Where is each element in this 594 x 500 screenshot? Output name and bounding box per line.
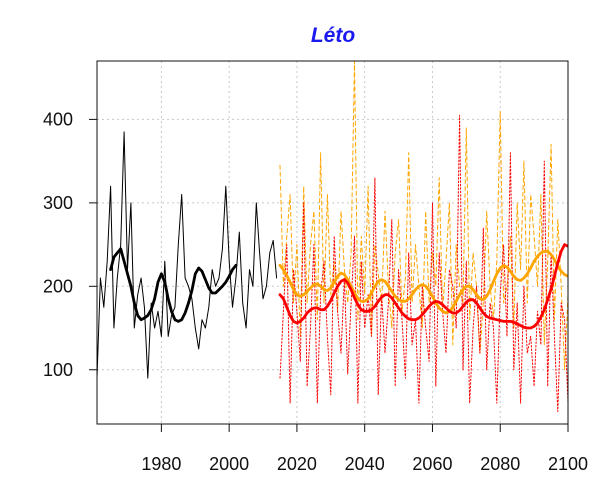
y-tick-label-3: 400 [43,109,73,129]
x-tick-label-3: 2040 [345,454,385,474]
series-line-2 [279,61,568,371]
x-tick-label-6: 2100 [548,454,588,474]
x-tick-label-4: 2060 [412,454,452,474]
series-line-1 [109,247,238,323]
x-axis: 1980 2000 2020 2040 2060 2080 2100 [141,424,588,474]
series-line-5 [278,243,568,330]
y-tick-label-0: 100 [43,360,73,380]
series-group [97,61,568,412]
x-tick-label-2: 2020 [277,454,317,474]
series-line-0 [97,131,278,379]
x-tick-label-5: 2080 [480,454,520,474]
plot-frame [96,60,569,425]
series-line-4 [278,249,568,315]
series-line-3 [279,114,568,412]
chart-title: Léto [311,24,356,47]
x-tick-label-0: 1980 [141,454,181,474]
y-tick-label-1: 200 [43,276,73,296]
y-tick-label-2: 300 [43,193,73,213]
x-tick-label-1: 2000 [209,454,249,474]
y-axis: 100 200 300 400 [43,109,97,380]
